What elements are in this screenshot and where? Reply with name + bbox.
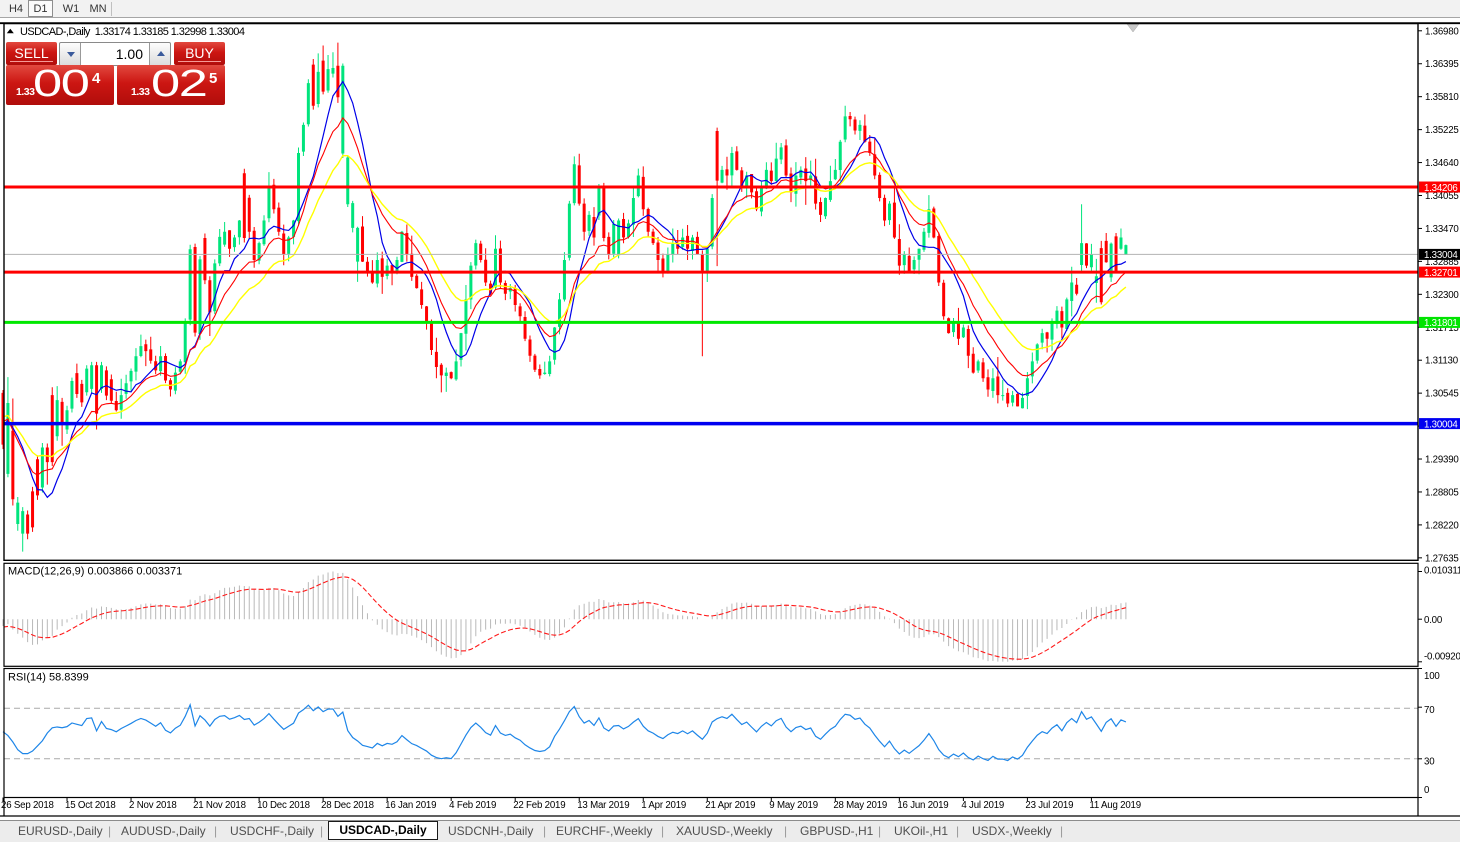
- svg-text:23 Jul 2019: 23 Jul 2019: [1025, 800, 1073, 811]
- svg-text:4 Jul 2019: 4 Jul 2019: [961, 800, 1004, 811]
- svg-text:30: 30: [1424, 757, 1435, 768]
- svg-text:100: 100: [1424, 671, 1440, 682]
- svg-text:21 Apr 2019: 21 Apr 2019: [705, 800, 755, 811]
- svg-text:1.29390: 1.29390: [1425, 455, 1459, 466]
- svg-text:1.36395: 1.36395: [1425, 59, 1459, 70]
- svg-text:1.36980: 1.36980: [1425, 26, 1459, 37]
- svg-text:21 Nov 2018: 21 Nov 2018: [193, 800, 246, 811]
- svg-text:1.30545: 1.30545: [1425, 389, 1459, 400]
- svg-text:1.32701: 1.32701: [1424, 268, 1458, 279]
- svg-text:1.28220: 1.28220: [1425, 520, 1459, 531]
- svg-text:9 May 2019: 9 May 2019: [769, 800, 818, 811]
- svg-text:1.27635: 1.27635: [1425, 553, 1459, 564]
- svg-text:1.32885: 1.32885: [1425, 257, 1459, 268]
- svg-text:1 Apr 2019: 1 Apr 2019: [641, 800, 686, 811]
- svg-text:1.34640: 1.34640: [1425, 158, 1459, 169]
- svg-text:1.31801: 1.31801: [1424, 318, 1458, 329]
- svg-text:-0.009203: -0.009203: [1424, 651, 1460, 662]
- svg-text:USDCAD-,Daily 1.33174 1.33185: USDCAD-,Daily 1.33174 1.33185 1.32998 1.…: [20, 26, 245, 38]
- svg-text:1.34206: 1.34206: [1424, 183, 1458, 194]
- svg-text:13 Mar 2019: 13 Mar 2019: [577, 800, 629, 811]
- svg-text:1.28805: 1.28805: [1425, 487, 1459, 498]
- svg-text:15 Oct 2018: 15 Oct 2018: [65, 800, 116, 811]
- svg-text:0.00: 0.00: [1424, 615, 1443, 626]
- svg-text:10 Dec 2018: 10 Dec 2018: [257, 800, 310, 811]
- svg-text:28 Dec 2018: 28 Dec 2018: [321, 800, 374, 811]
- svg-text:16 Jan 2019: 16 Jan 2019: [385, 800, 436, 811]
- svg-text:1.35810: 1.35810: [1425, 92, 1459, 103]
- svg-text:70: 70: [1424, 705, 1435, 716]
- svg-text:1.31715: 1.31715: [1425, 323, 1459, 334]
- svg-text:MACD(12,26,9) 0.003866 0.00337: MACD(12,26,9) 0.003866 0.003371: [8, 566, 182, 578]
- svg-text:RSI(14) 58.8399: RSI(14) 58.8399: [8, 672, 89, 684]
- svg-text:26 Sep 2018: 26 Sep 2018: [1, 800, 54, 811]
- svg-text:1.34055: 1.34055: [1425, 191, 1459, 202]
- svg-text:2 Nov 2018: 2 Nov 2018: [129, 800, 177, 811]
- svg-text:4 Feb 2019: 4 Feb 2019: [449, 800, 496, 811]
- svg-text:11 Aug 2019: 11 Aug 2019: [1089, 800, 1141, 811]
- svg-text:16 Jun 2019: 16 Jun 2019: [897, 800, 948, 811]
- svg-text:1.31130: 1.31130: [1425, 356, 1459, 367]
- svg-text:1.35225: 1.35225: [1425, 125, 1459, 136]
- svg-text:28 May 2019: 28 May 2019: [833, 800, 887, 811]
- svg-text:1.33004: 1.33004: [1424, 250, 1458, 261]
- svg-text:1.33470: 1.33470: [1425, 224, 1459, 235]
- svg-text:1.30004: 1.30004: [1424, 419, 1458, 430]
- svg-text:22 Feb 2019: 22 Feb 2019: [513, 800, 565, 811]
- svg-text:1.32300: 1.32300: [1425, 290, 1459, 301]
- svg-text:0.010311: 0.010311: [1424, 565, 1460, 576]
- svg-text:0: 0: [1424, 785, 1430, 796]
